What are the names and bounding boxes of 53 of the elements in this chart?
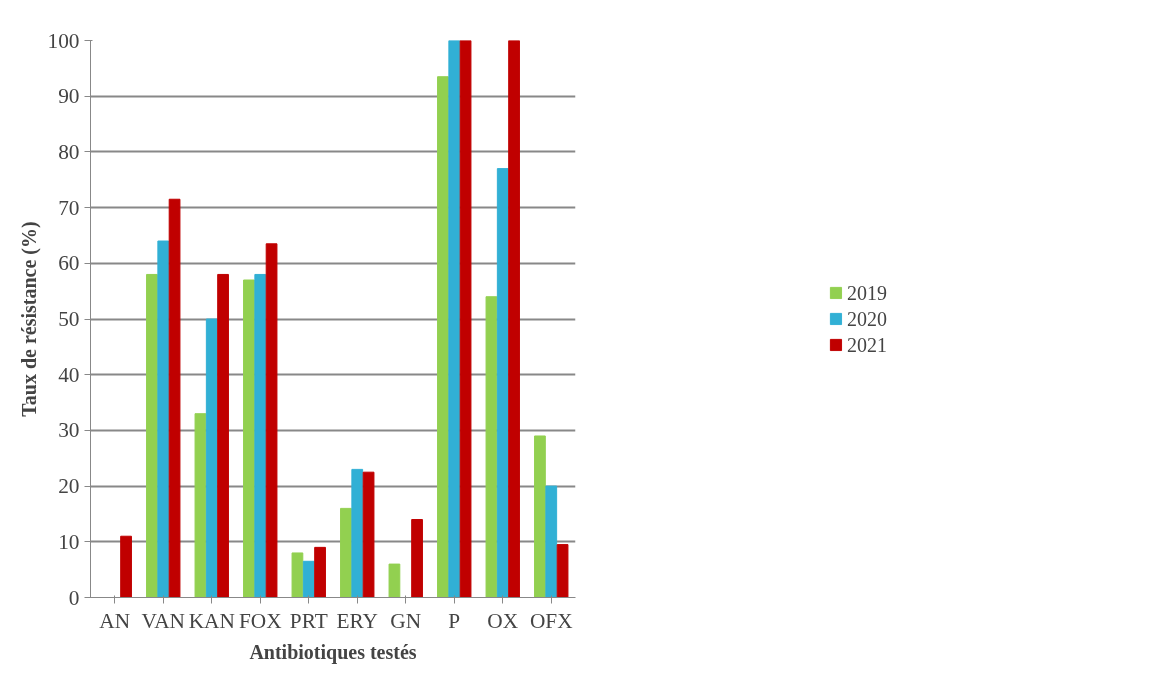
- bar: [205, 318, 218, 598]
- x-tick-label: FOX: [238, 608, 283, 633]
- y-axis-title: Taux de résistance (%): [17, 221, 41, 417]
- x-tick-label: OFX: [529, 608, 574, 633]
- bar: [291, 552, 304, 598]
- bar: [411, 519, 423, 598]
- legend-label: 2021: [847, 333, 887, 356]
- bar: [340, 507, 352, 598]
- bar: [388, 563, 401, 598]
- y-tick-label: 0: [68, 585, 80, 610]
- bar: [556, 544, 569, 598]
- x-tick-label: KAN: [188, 608, 235, 633]
- y-tick-label: 100: [47, 28, 80, 53]
- x-tick-label: PRT: [289, 608, 328, 633]
- y-tick-label: 30: [58, 418, 80, 443]
- y-tick-label: 40: [58, 362, 80, 387]
- bar: [243, 279, 255, 598]
- y-tick-label: 20: [58, 474, 80, 499]
- legend-label: 2019: [847, 281, 887, 304]
- y-tick-label: 80: [58, 139, 80, 164]
- y-tick-label: 50: [58, 307, 80, 331]
- y-tick-label: 60: [58, 251, 80, 276]
- bar: [146, 273, 158, 598]
- bar: [254, 273, 267, 598]
- y-tick-label: 90: [58, 84, 80, 109]
- bar: [157, 240, 170, 598]
- bar: [168, 198, 181, 598]
- bar: [265, 243, 278, 598]
- bar: [351, 468, 364, 598]
- bar: [120, 535, 132, 598]
- bar: [217, 273, 229, 598]
- x-tick-label: AN: [99, 608, 131, 633]
- x-tick-label: GN: [390, 608, 422, 633]
- bar: [194, 413, 207, 598]
- bar: [437, 76, 449, 598]
- bar: [448, 40, 461, 598]
- bar: [302, 560, 315, 598]
- x-axis-title: Antibiotiques testés: [249, 640, 417, 664]
- x-tick-label: OX: [487, 608, 519, 633]
- bar: [496, 168, 509, 598]
- y-tick-label: 10: [58, 529, 80, 554]
- x-tick-label: ERY: [336, 608, 378, 633]
- legend-label: 2020: [847, 307, 887, 330]
- bar: [508, 40, 520, 598]
- y-tick-label: 70: [58, 195, 80, 220]
- bar: [362, 471, 375, 598]
- bar: [459, 40, 472, 598]
- bar: [485, 296, 498, 598]
- bar: [534, 435, 546, 598]
- x-tick-label: VAN: [141, 608, 185, 633]
- x-tick-label: P: [448, 608, 461, 633]
- bar: [314, 546, 326, 598]
- bar: [545, 485, 558, 598]
